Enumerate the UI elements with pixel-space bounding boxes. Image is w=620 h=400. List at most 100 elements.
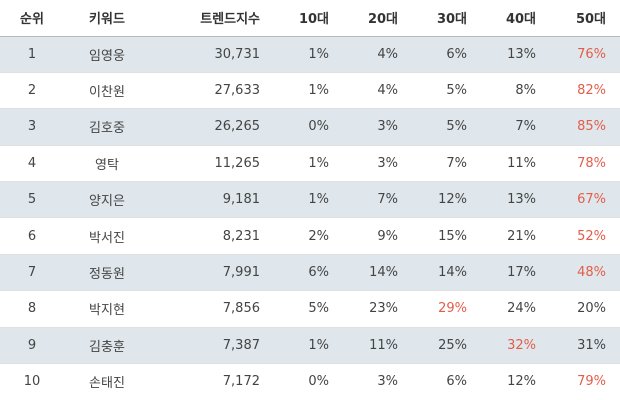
- table-row: 3 김호중 26,265 0% 3% 5% 7% 85%: [0, 108, 620, 146]
- cell-age-20s: 23%: [343, 290, 412, 328]
- cell-age-50s: 85%: [550, 108, 620, 146]
- cell-age-50s: 67%: [550, 181, 620, 218]
- cell-age-20s: 3%: [343, 144, 412, 182]
- cell-age-30s: 6%: [412, 35, 481, 73]
- cell-rank: 2: [0, 71, 64, 109]
- cell-age-10s: 1%: [274, 35, 343, 73]
- cell-keyword: 박서진: [64, 217, 150, 255]
- cell-age-40s: 12%: [481, 363, 550, 400]
- table-row: 2 이찬원 27,633 1% 4% 5% 8% 82%: [0, 71, 620, 109]
- header-age-40s: 40대: [481, 0, 550, 37]
- cell-age-10s: 0%: [274, 108, 343, 146]
- cell-keyword: 영탁: [64, 144, 150, 182]
- table-header-row: 순위 키워드 트렌드지수 10대 20대 30대 40대 50대: [0, 0, 620, 37]
- cell-age-10s: 5%: [274, 290, 343, 328]
- cell-age-50s: 48%: [550, 253, 620, 291]
- cell-rank: 7: [0, 253, 64, 291]
- cell-age-40s: 7%: [481, 108, 550, 146]
- cell-trend-index: 11,265: [150, 144, 274, 182]
- cell-age-20s: 3%: [343, 108, 412, 146]
- table-row: 10 손태진 7,172 0% 3% 6% 12% 79%: [0, 363, 620, 400]
- cell-age-20s: 3%: [343, 363, 412, 400]
- header-age-20s: 20대: [343, 0, 412, 37]
- cell-age-30s: 12%: [412, 181, 481, 218]
- cell-rank: 6: [0, 217, 64, 255]
- cell-age-20s: 14%: [343, 253, 412, 291]
- cell-rank: 5: [0, 181, 64, 218]
- cell-age-30s: 14%: [412, 253, 481, 291]
- cell-keyword: 정동원: [64, 253, 150, 291]
- cell-age-20s: 9%: [343, 217, 412, 255]
- cell-trend-index: 30,731: [150, 35, 274, 73]
- cell-rank: 9: [0, 326, 64, 364]
- header-keyword: 키워드: [64, 0, 150, 37]
- cell-trend-index: 7,387: [150, 326, 274, 364]
- table-row: 9 김충훈 7,387 1% 11% 25% 32% 31%: [0, 326, 620, 364]
- cell-age-40s: 13%: [481, 181, 550, 218]
- cell-trend-index: 7,172: [150, 363, 274, 400]
- cell-trend-index: 27,633: [150, 71, 274, 109]
- cell-keyword: 김충훈: [64, 326, 150, 364]
- cell-rank: 3: [0, 108, 64, 146]
- cell-age-10s: 2%: [274, 217, 343, 255]
- cell-age-40s: 24%: [481, 290, 550, 328]
- cell-rank: 8: [0, 290, 64, 328]
- cell-age-10s: 6%: [274, 253, 343, 291]
- cell-age-20s: 11%: [343, 326, 412, 364]
- cell-age-10s: 1%: [274, 326, 343, 364]
- header-trend-index: 트렌드지수: [150, 0, 274, 37]
- cell-age-10s: 0%: [274, 363, 343, 400]
- cell-age-10s: 1%: [274, 181, 343, 218]
- cell-rank: 4: [0, 144, 64, 182]
- cell-age-40s: 32%: [481, 326, 550, 364]
- cell-age-50s: 76%: [550, 35, 620, 73]
- cell-keyword: 박지현: [64, 290, 150, 328]
- cell-age-40s: 11%: [481, 144, 550, 182]
- cell-age-30s: 5%: [412, 108, 481, 146]
- cell-age-40s: 17%: [481, 253, 550, 291]
- header-rank: 순위: [0, 0, 64, 37]
- cell-keyword: 임영웅: [64, 35, 150, 73]
- cell-age-20s: 4%: [343, 71, 412, 109]
- cell-age-40s: 13%: [481, 35, 550, 73]
- cell-keyword: 양지은: [64, 181, 150, 218]
- cell-age-40s: 8%: [481, 71, 550, 109]
- cell-rank: 10: [0, 363, 64, 400]
- cell-age-50s: 20%: [550, 290, 620, 328]
- cell-keyword: 손태진: [64, 363, 150, 400]
- table-row: 4 영탁 11,265 1% 3% 7% 11% 78%: [0, 144, 620, 182]
- cell-age-50s: 52%: [550, 217, 620, 255]
- table-row: 7 정동원 7,991 6% 14% 14% 17% 48%: [0, 253, 620, 291]
- cell-keyword: 이찬원: [64, 71, 150, 109]
- cell-age-20s: 7%: [343, 181, 412, 218]
- cell-age-50s: 82%: [550, 71, 620, 109]
- cell-age-50s: 31%: [550, 326, 620, 364]
- table-row: 6 박서진 8,231 2% 9% 15% 21% 52%: [0, 217, 620, 255]
- cell-age-30s: 25%: [412, 326, 481, 364]
- cell-trend-index: 9,181: [150, 181, 274, 218]
- cell-age-40s: 21%: [481, 217, 550, 255]
- cell-age-50s: 79%: [550, 363, 620, 400]
- cell-trend-index: 26,265: [150, 108, 274, 146]
- cell-age-30s: 7%: [412, 144, 481, 182]
- header-age-50s: 50대: [550, 0, 620, 37]
- cell-age-10s: 1%: [274, 144, 343, 182]
- table-row: 5 양지은 9,181 1% 7% 12% 13% 67%: [0, 181, 620, 218]
- cell-rank: 1: [0, 35, 64, 73]
- cell-age-30s: 5%: [412, 71, 481, 109]
- cell-age-50s: 78%: [550, 144, 620, 182]
- cell-trend-index: 7,856: [150, 290, 274, 328]
- cell-age-10s: 1%: [274, 71, 343, 109]
- header-age-30s: 30대: [412, 0, 481, 37]
- header-age-10s: 10대: [274, 0, 343, 37]
- cell-age-30s: 15%: [412, 217, 481, 255]
- table-row: 8 박지현 7,856 5% 23% 29% 24% 20%: [0, 290, 620, 328]
- cell-age-30s: 29%: [412, 290, 481, 328]
- cell-trend-index: 8,231: [150, 217, 274, 255]
- cell-trend-index: 7,991: [150, 253, 274, 291]
- cell-keyword: 김호중: [64, 108, 150, 146]
- table-row: 1 임영웅 30,731 1% 4% 6% 13% 76%: [0, 35, 620, 73]
- cell-age-30s: 6%: [412, 363, 481, 400]
- cell-age-20s: 4%: [343, 35, 412, 73]
